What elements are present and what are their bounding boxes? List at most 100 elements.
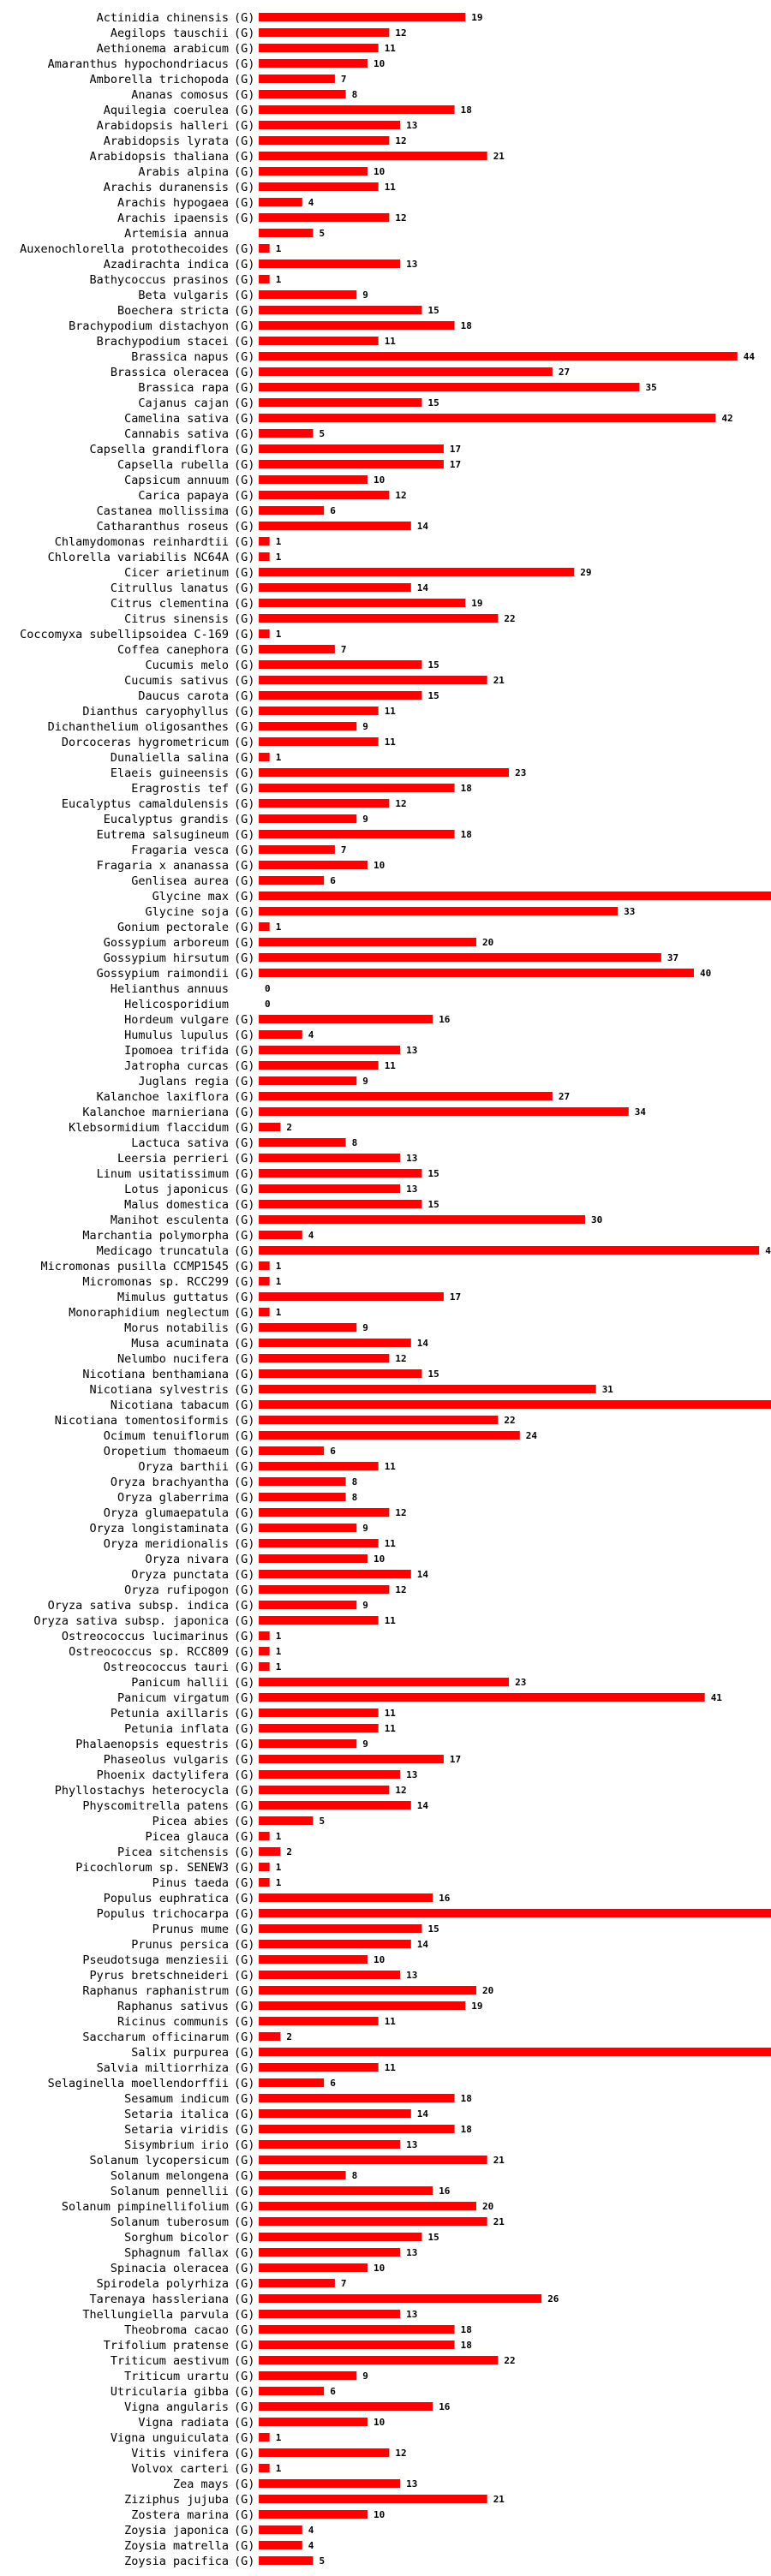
bar	[259, 799, 390, 808]
category-label: Dichanthelium oligosanthes	[48, 720, 229, 734]
value-label: 1	[276, 752, 282, 763]
bar	[259, 2448, 390, 2457]
bar	[259, 629, 270, 638]
bar	[259, 198, 302, 206]
category-label: Genlisea aurea	[131, 874, 229, 888]
value-label: 10	[374, 474, 385, 486]
bar	[259, 1585, 390, 1594]
genome-tag: (G)	[234, 797, 254, 811]
value-label: 4	[308, 1230, 314, 1241]
category-label: Phaseolus vulgaris	[104, 1753, 229, 1767]
category-label: Utricularia gibba	[111, 2385, 229, 2399]
bar	[259, 1693, 705, 1702]
genome-tag: (G)	[234, 397, 254, 410]
bar	[259, 2032, 281, 2041]
bar	[259, 2233, 422, 2241]
value-label: 6	[330, 875, 336, 886]
value-label: 12	[395, 490, 406, 501]
category-label: Petunia axillaris	[111, 1707, 229, 1720]
bar	[259, 1786, 390, 1794]
bar	[259, 1647, 270, 1655]
value-label: 1	[276, 921, 282, 933]
genome-tag: (G)	[234, 1691, 254, 1705]
value-label: 13	[406, 2478, 417, 2490]
bar	[259, 1030, 302, 1039]
value-label: 8	[352, 1492, 358, 1503]
genome-tag: (G)	[234, 1830, 254, 1844]
genome-tag: (G)	[234, 643, 254, 657]
bar	[259, 152, 487, 160]
bar	[259, 1138, 346, 1147]
bar	[259, 491, 390, 499]
category-label: Selaginella moellendorffii	[48, 2077, 229, 2090]
genome-tag: (G)	[234, 1892, 254, 1905]
bar	[259, 290, 357, 299]
genome-tag: (G)	[234, 458, 254, 472]
bar	[259, 1816, 314, 1825]
category-label: Picea sitchensis	[117, 1846, 229, 1859]
genome-tag: (G)	[234, 1321, 254, 1335]
genome-tag: (G)	[234, 1969, 254, 1983]
value-label: 27	[559, 367, 570, 378]
value-label: 24	[526, 1430, 538, 1441]
genome-tag: (G)	[234, 2046, 254, 2060]
genome-tag: (G)	[234, 628, 254, 641]
genome-tag: (G)	[234, 1522, 254, 1535]
genome-tag: (G)	[234, 474, 254, 487]
value-label: 18	[461, 783, 472, 794]
genome-tag: (G)	[234, 489, 254, 503]
bar	[259, 1154, 401, 1162]
category-label: Kalanchoe marnieriana	[82, 1106, 229, 1119]
genome-tag: (G)	[234, 1136, 254, 1150]
category-label: Coccomyxa subellipsoidea C-169	[20, 628, 229, 641]
value-label: 11	[385, 706, 397, 717]
category-label: Gonium pectorale	[117, 921, 229, 934]
category-label: Nicotiana sylvestris	[89, 1383, 229, 1397]
genome-tag: (G)	[234, 212, 254, 225]
genome-tag: (G)	[234, 1368, 254, 1381]
genome-tag: (G)	[234, 782, 254, 796]
bar	[259, 244, 270, 253]
bar	[259, 2125, 455, 2133]
bar	[259, 2464, 270, 2472]
value-label: 4	[308, 2525, 314, 2536]
category-label: Oryza sativa subsp. japonica	[33, 1614, 229, 1628]
bar	[259, 1986, 476, 1995]
category-label: Fragaria x ananassa	[97, 859, 229, 873]
bar	[259, 1616, 379, 1625]
category-label: Arabidopsis thaliana	[89, 150, 229, 164]
genome-tag: (G)	[234, 1953, 254, 1967]
bar	[259, 2510, 368, 2519]
genome-tag: (G)	[234, 2385, 254, 2399]
category-label: Citrus sinensis	[124, 612, 229, 626]
category-label: Eragrostis tef	[131, 782, 229, 796]
value-label: 22	[504, 1415, 515, 1426]
genome-tag: (G)	[234, 1876, 254, 1890]
bar	[259, 1446, 325, 1455]
category-label: Cajanus cajan	[138, 397, 229, 410]
category-label: Gossypium raimondii	[97, 967, 229, 981]
genome-tag: (G)	[234, 443, 254, 456]
category-label: Zoysia japonica	[124, 2524, 229, 2537]
category-label: Citrullus lanatus	[111, 581, 229, 595]
category-label: Cucumis sativus	[124, 674, 229, 688]
bar	[259, 891, 771, 900]
genome-tag: (G)	[234, 1630, 254, 1643]
value-label: 46	[765, 1245, 771, 1256]
category-label: Sesamum indicum	[124, 2092, 229, 2106]
value-label: 1	[276, 274, 282, 285]
value-label: 9	[362, 2370, 368, 2382]
genome-tag: (G)	[234, 2215, 254, 2229]
genome-tag: (G)	[234, 967, 254, 981]
category-label: Coffea canephora	[117, 643, 229, 657]
category-label: Brassica napus	[131, 350, 229, 364]
genome-tag: (G)	[234, 1106, 254, 1119]
genome-tag: (G)	[234, 1213, 254, 1227]
bar	[259, 321, 455, 330]
category-label: Raphanus raphanistrum	[82, 1984, 229, 1998]
bar	[259, 2356, 499, 2364]
category-label: Triticum aestivum	[111, 2354, 229, 2368]
bar	[259, 599, 466, 607]
genome-tag: (G)	[234, 674, 254, 688]
